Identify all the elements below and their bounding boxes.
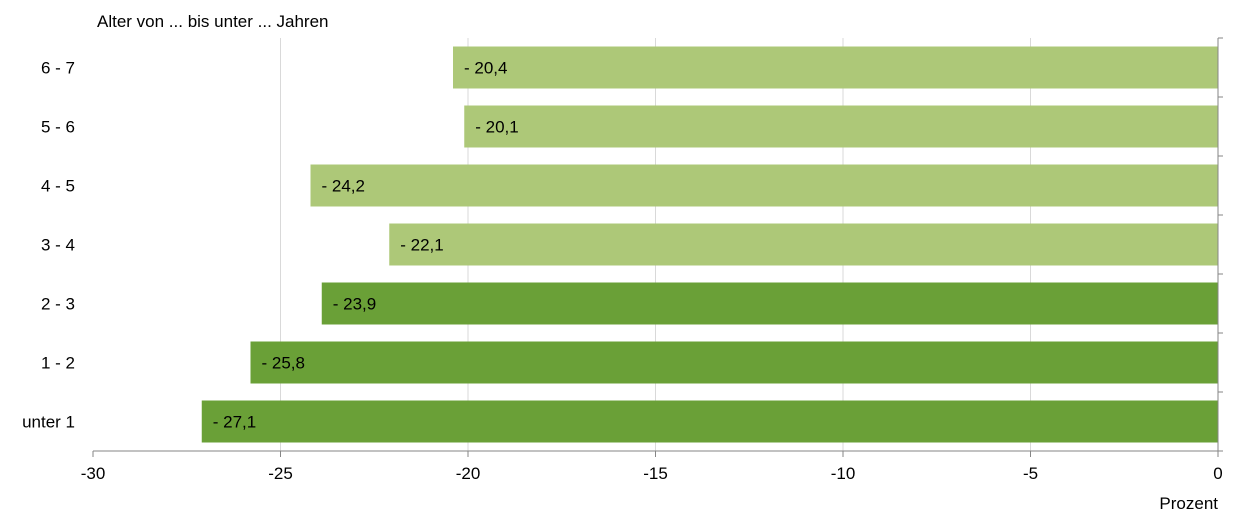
x-tick-label: 0 — [1213, 464, 1222, 483]
y-axis-title: Alter von ... bis unter ... Jahren — [97, 12, 329, 31]
category-labels: 6 - 7 5 - 6 4 - 5 3 - 4 2 - 3 1 - 2 unter 1 — [22, 59, 75, 432]
bar — [453, 46, 1218, 89]
category-label: 1 - 2 — [41, 354, 75, 373]
x-tick-label: -15 — [643, 464, 668, 483]
bar — [310, 164, 1218, 207]
bar — [321, 282, 1218, 325]
x-tick-label: -10 — [831, 464, 856, 483]
x-tick-label: -30 — [81, 464, 106, 483]
data-label: - 27,1 — [213, 413, 256, 432]
category-label: 4 - 5 — [41, 177, 75, 196]
x-tick-label: -20 — [456, 464, 481, 483]
category-label: 3 - 4 — [41, 236, 75, 255]
category-label: 2 - 3 — [41, 295, 75, 314]
category-label: 6 - 7 — [41, 59, 75, 78]
data-label: - 24,2 — [322, 177, 365, 196]
bar — [250, 341, 1218, 384]
x-tick-label: -5 — [1023, 464, 1038, 483]
x-axis-title: Prozent — [1159, 494, 1218, 513]
data-label: - 20,1 — [475, 118, 518, 137]
x-tick-labels: -30 -25 -20 -15 -10 -5 0 — [81, 464, 1223, 483]
category-label: 5 - 6 — [41, 118, 75, 137]
x-tick-label: -25 — [268, 464, 293, 483]
data-label: - 25,8 — [262, 354, 305, 373]
data-label: - 23,9 — [333, 295, 376, 314]
data-label: - 22,1 — [400, 236, 443, 255]
category-label: unter 1 — [22, 413, 75, 432]
axes — [92, 37, 1223, 457]
bar — [464, 105, 1218, 148]
bar — [201, 400, 1218, 443]
bars: - 20,4 - 20,1 - 24,2 - 22,1 - 23,9 - 25,8 - 27… — [201, 46, 1218, 443]
bar — [389, 223, 1218, 266]
data-label: - 20,4 — [464, 59, 507, 78]
